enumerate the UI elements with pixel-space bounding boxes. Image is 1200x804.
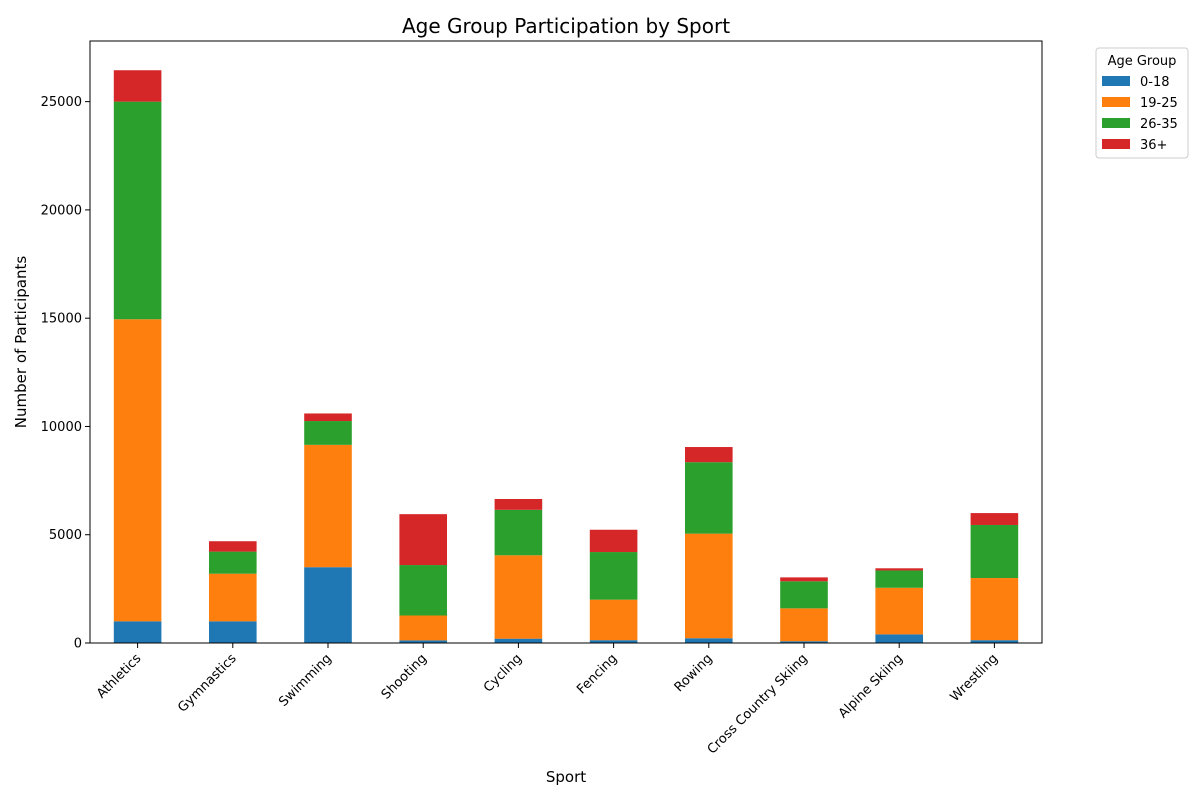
legend-entry: 0-18 [1140,75,1170,90]
x-axis: Athletics Gymnastics Swimming Shooting Cycli… [94,643,1001,757]
bar-rowing-26-35 [685,462,733,534]
bar-fencing-26-35 [589,552,638,600]
bar-fencing-36plus [589,529,638,553]
legend-swatch [1102,118,1130,128]
legend: Age Group 0-18 19-25 26-35 36+ [1095,47,1189,159]
bars-layer [113,70,1019,643]
bar-wrestling-0-18 [970,640,1019,643]
legend-swatch [1102,97,1130,107]
legend-entry: 26-35 [1140,117,1178,132]
x-tick-label: Shooting [379,651,430,702]
bar-athletics-26-35 [113,101,162,320]
bar-athletics-0-18 [113,621,162,643]
bar-gymnastics-0-18 [209,621,257,643]
bar-shooting-0-18 [399,640,447,643]
bar-alpine-skiing-19-25 [875,587,923,635]
bar-rowing-0-18 [685,638,733,643]
bar-rowing-36plus [685,447,733,463]
bar-wrestling-36plus [970,513,1019,525]
y-tick-label: 25000 [41,95,82,110]
bar-shooting-36plus [399,514,447,566]
x-tick-label: Cycling [481,651,525,695]
bar-swimming-19-25 [304,444,352,568]
bar-alpine-skiing-26-35 [875,570,923,588]
bar-cycling-26-35 [494,509,543,556]
x-tick-label: Cross Country Skiing [705,651,811,757]
y-tick-label: 15000 [41,312,82,327]
bar-gymnastics-19-25 [209,573,257,622]
legend-entry: 36+ [1140,138,1167,153]
chart-title: Age Group Participation by Sport [402,14,730,38]
bar-cross-country-skiing-36plus [780,577,828,582]
x-tick-label: Swimming [276,651,335,710]
x-tick-label: Rowing [672,651,716,695]
bar-gymnastics-36plus [209,541,257,552]
legend-entry: 19-25 [1140,96,1178,111]
y-axis: 0 5000 10000 15000 20000 25000 [41,95,90,652]
bar-swimming-36plus [304,413,352,422]
bar-shooting-26-35 [399,565,447,616]
bar-athletics-19-25 [113,319,162,622]
x-tick-label: Fencing [574,651,620,697]
legend-title: Age Group [1108,54,1177,69]
y-tick-label: 20000 [41,203,82,218]
bar-fencing-0-18 [589,640,638,643]
bar-cycling-0-18 [494,638,543,643]
y-axis-label: Number of Participants [12,256,30,429]
bar-swimming-0-18 [304,567,352,643]
bar-wrestling-19-25 [970,578,1019,641]
plot-frame [89,40,1043,644]
y-tick-label: 5000 [49,528,82,543]
x-axis-label: Sport [546,768,586,786]
x-tick-label: Wrestling [948,651,1002,705]
legend-swatch [1102,139,1130,149]
bar-shooting-19-25 [399,615,447,641]
legend-swatch [1102,76,1130,86]
bar-alpine-skiing-0-18 [875,634,923,643]
bar-wrestling-26-35 [970,524,1019,579]
legend-box [1095,47,1189,159]
y-tick-label: 10000 [41,420,82,435]
bar-swimming-26-35 [304,421,352,445]
bar-cross-country-skiing-26-35 [780,581,828,609]
bar-athletics-36plus [113,70,162,102]
y-tick-label: 0 [74,637,82,652]
bar-cross-country-skiing-19-25 [780,608,828,642]
bar-gymnastics-26-35 [209,551,257,574]
bar-alpine-skiing-36plus [875,568,923,571]
x-tick-label: Alpine Skiing [836,651,906,721]
bar-cycling-36plus [494,498,543,510]
bar-cross-country-skiing-0-18 [780,641,828,643]
bar-cycling-19-25 [494,555,543,639]
x-tick-label: Athletics [94,651,145,702]
x-tick-label: Gymnastics [175,651,240,716]
bar-rowing-19-25 [685,533,733,639]
bar-fencing-19-25 [589,599,638,641]
